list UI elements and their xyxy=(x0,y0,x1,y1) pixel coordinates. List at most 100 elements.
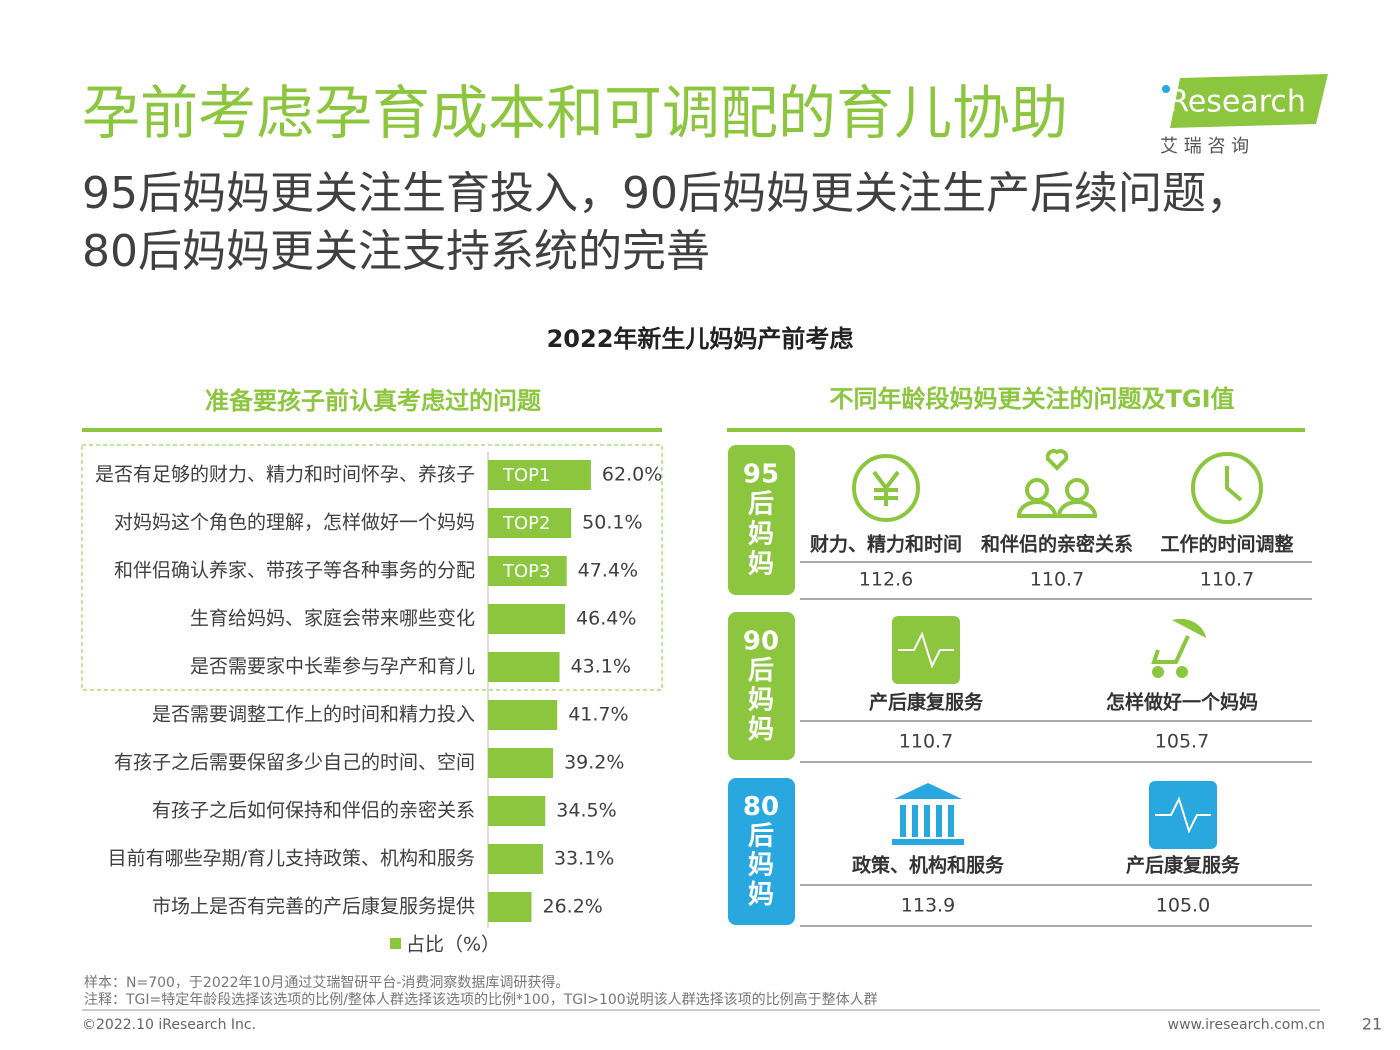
category-label: 生育给妈妈、家庭会带来哪些变化 xyxy=(190,608,475,630)
value-label: 34.5% xyxy=(556,800,616,822)
category-label: 是否有足够的财力、精力和时间怀孕、养孩子 xyxy=(95,464,475,486)
value-label: 43.1% xyxy=(571,656,631,678)
icon-shape xyxy=(1176,666,1188,678)
icon xyxy=(892,783,964,845)
icon-shape xyxy=(898,631,954,669)
icon-shape xyxy=(852,454,920,522)
bar xyxy=(488,748,554,778)
icon-shape xyxy=(1045,448,1069,471)
bar xyxy=(488,508,572,538)
icon-shape xyxy=(912,805,918,837)
bar xyxy=(488,652,560,682)
age-label: 妈 xyxy=(748,880,774,910)
age-box xyxy=(728,778,795,925)
icon xyxy=(852,454,920,522)
age-box xyxy=(728,612,795,760)
note: 样本：N=700，于2022年10月通过艾瑞智研平台-消费洞察数据库调研获得。 xyxy=(84,974,569,991)
icon-shape xyxy=(1155,796,1211,834)
item-label: 工作的时间调整 xyxy=(1160,533,1293,556)
logo-dot xyxy=(1162,85,1170,93)
item-label: 产后康复服务 xyxy=(869,691,984,714)
tgi-value: 110.7 xyxy=(899,731,953,753)
tgi-value: 110.7 xyxy=(1030,569,1084,591)
icon-shape xyxy=(1191,452,1263,524)
value-label: 39.2% xyxy=(564,752,624,774)
category-label: 有孩子之后需要保留多少自己的时间、空间 xyxy=(114,752,475,774)
item-label: 怎样做好一个妈妈 xyxy=(1106,691,1258,714)
legend-label: 占比（%） xyxy=(406,934,500,956)
tgi-value: 112.6 xyxy=(859,569,913,591)
top-label: TOP3 xyxy=(502,561,550,582)
age-label: 妈 xyxy=(748,520,774,550)
icon xyxy=(1151,618,1206,678)
icon-shape xyxy=(894,783,962,799)
subtitle-line: 80后妈妈更关注支持系统的完善 xyxy=(82,226,710,277)
panel-title: 不同年龄段妈妈更关注的问题及TGI值 xyxy=(830,385,1235,413)
category-label: 是否需要家中长辈参与孕产和育儿 xyxy=(190,656,475,678)
bar xyxy=(488,796,546,826)
age-label: 妈 xyxy=(748,550,774,580)
icon-shape xyxy=(1151,635,1190,664)
icon xyxy=(892,616,960,684)
item-label: 政策、机构和服务 xyxy=(852,854,1005,877)
subtitle-line: 95后妈妈更关注生育投入，90后妈妈更关注生产后续问题， xyxy=(82,168,1250,219)
bar xyxy=(488,892,532,922)
top-box xyxy=(81,444,663,691)
logo-bg xyxy=(1170,74,1328,128)
age-label: 妈 xyxy=(748,685,774,715)
bar xyxy=(488,556,567,586)
age-box xyxy=(728,445,795,595)
age-label: 后 xyxy=(748,821,774,851)
tgi-value: 113.9 xyxy=(901,895,955,917)
url: www.iresearch.com.cn xyxy=(1168,1017,1325,1033)
icon-shape xyxy=(1056,500,1098,518)
logo-sub: 艾 瑞 咨 询 xyxy=(1160,136,1249,157)
icon-shape xyxy=(1172,618,1206,638)
category-label: 是否需要调整工作上的时间和精力投入 xyxy=(152,704,475,726)
icon-shape xyxy=(900,805,906,837)
tgi-value: 110.7 xyxy=(1200,569,1254,591)
value-label: 62.0% xyxy=(602,464,662,486)
icon-shape xyxy=(1065,478,1089,502)
value-label: 26.2% xyxy=(542,896,602,918)
icon xyxy=(1016,448,1098,518)
note: 注释：TGI=特定年龄段选择该选项的比例/整体人群选择该选项的比例*100，TG… xyxy=(84,991,878,1008)
bar xyxy=(488,604,566,634)
item-label: 产后康复服务 xyxy=(1126,854,1241,877)
legend-swatch xyxy=(390,938,401,949)
category-label: 对妈妈这个角色的理解，怎样做好一个妈妈 xyxy=(114,512,475,534)
page-number: 21 xyxy=(1362,1015,1382,1034)
category-label: 目前有哪些孕期/育儿支持政策、机构和服务 xyxy=(108,848,475,870)
header-rule xyxy=(82,428,662,432)
category-label: 有孩子之后如何保持和伴侣的亲密关系 xyxy=(152,800,475,822)
top-label: TOP1 xyxy=(502,465,550,486)
age-label: 后 xyxy=(748,490,774,520)
value-label: 47.4% xyxy=(578,560,638,582)
logo: iResearch xyxy=(1160,85,1306,120)
icon-shape xyxy=(936,805,942,837)
bar xyxy=(488,460,591,490)
title: 孕前考虑孕育成本和可调配的育儿协助 xyxy=(82,79,1068,147)
bar xyxy=(488,844,543,874)
icon-shape xyxy=(872,470,900,506)
age-label: 妈 xyxy=(748,715,774,745)
icon xyxy=(1149,781,1217,849)
age-label: 妈 xyxy=(748,851,774,881)
header-rule xyxy=(727,428,1305,432)
copyright: ©2022.10 iResearch Inc. xyxy=(82,1017,256,1033)
age-label: 95 xyxy=(743,460,779,490)
top-label: TOP2 xyxy=(502,513,550,534)
icon-shape xyxy=(1152,666,1164,678)
item-label: 财力、精力和时间 xyxy=(810,533,962,556)
value-label: 50.1% xyxy=(582,512,642,534)
value-label: 41.7% xyxy=(568,704,628,726)
item-label: 和伴侣的亲密关系 xyxy=(981,533,1133,556)
bar xyxy=(488,700,558,730)
section-title: 2022年新生儿妈妈产前考虑 xyxy=(547,325,854,353)
icon-shape xyxy=(948,805,954,837)
tgi-value: 105.7 xyxy=(1155,731,1209,753)
icon-shape xyxy=(892,839,964,845)
icon-shape xyxy=(1225,466,1243,502)
age-label: 90 xyxy=(743,626,779,656)
chart-title: 准备要孩子前认真考虑过的问题 xyxy=(205,387,541,415)
